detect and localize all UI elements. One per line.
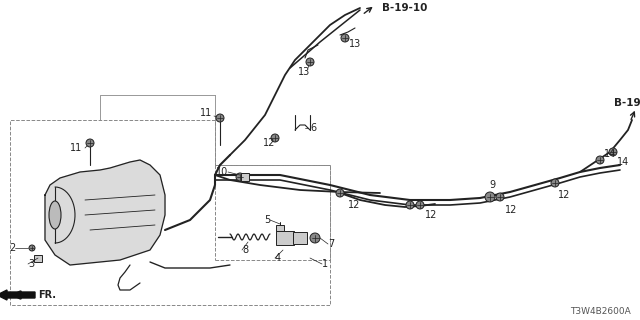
Text: 8: 8 [242,245,248,255]
Circle shape [306,58,314,66]
Circle shape [216,114,224,122]
Text: 3: 3 [28,259,34,269]
Text: 6: 6 [310,123,316,133]
Text: 2: 2 [9,243,15,253]
Text: 12: 12 [425,210,437,220]
FancyArrow shape [0,290,35,300]
Bar [276,225,284,231]
Circle shape [609,148,617,156]
Circle shape [336,189,344,197]
Text: B-19-10: B-19-10 [614,98,640,108]
Circle shape [236,173,244,181]
Bar [34,254,42,261]
Text: 7: 7 [328,239,334,249]
Circle shape [496,193,504,201]
Text: B-19-10: B-19-10 [382,3,428,13]
Text: 12: 12 [558,190,570,200]
Text: 11: 11 [200,108,212,118]
Circle shape [485,192,495,202]
Text: FR.: FR. [38,290,56,300]
Text: 14: 14 [604,149,616,159]
Circle shape [86,139,94,147]
Text: 12: 12 [505,205,517,215]
Text: 9: 9 [489,180,495,190]
Text: 11: 11 [70,143,83,153]
Circle shape [406,201,414,209]
Text: 13: 13 [349,39,361,49]
Text: 4: 4 [275,253,281,263]
Text: 5: 5 [264,215,270,225]
Bar [293,232,307,244]
Circle shape [596,156,604,164]
Circle shape [416,201,424,209]
Text: 10: 10 [216,167,228,177]
Text: T3W4B2600A: T3W4B2600A [570,308,631,316]
Polygon shape [45,160,165,265]
Text: 12: 12 [348,200,360,210]
Text: 14: 14 [617,157,629,167]
Circle shape [271,134,279,142]
Circle shape [341,34,349,42]
Bar [241,173,249,181]
Text: 13: 13 [298,67,310,77]
Circle shape [310,233,320,243]
Ellipse shape [49,201,61,229]
Text: 12: 12 [263,138,275,148]
Text: 1: 1 [322,259,328,269]
Circle shape [551,179,559,187]
Bar [276,231,294,245]
Circle shape [29,245,35,251]
